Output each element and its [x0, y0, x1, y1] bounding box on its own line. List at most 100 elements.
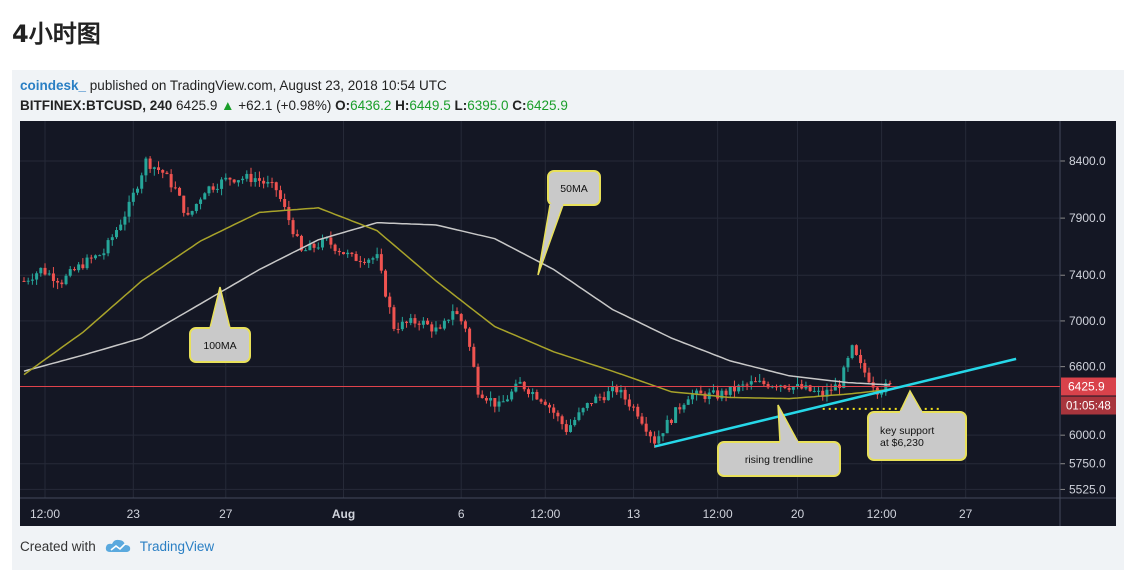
chart-area[interactable]: 8400.0 7900.0 7400.0 7000.0 6600.0 6000.0 5750… [20, 121, 1116, 526]
candle [758, 380, 762, 382]
candle [560, 416, 564, 425]
author-link[interactable]: coindesk_ [20, 78, 87, 93]
candle [119, 224, 123, 231]
x-tick-label: 20 [791, 507, 805, 521]
candle [169, 174, 173, 188]
candle [379, 254, 383, 271]
tradingview-cloud-icon [105, 539, 130, 552]
candle [190, 211, 194, 215]
candle [817, 390, 821, 392]
candle [98, 255, 102, 257]
candle [30, 279, 34, 281]
candle [627, 399, 631, 407]
candle [690, 394, 694, 400]
candle [417, 323, 421, 325]
candle [871, 382, 875, 388]
y-tick-label: 5750.0 [1069, 457, 1106, 471]
low-value: 6395.0 [467, 98, 509, 113]
candle [863, 363, 867, 373]
candle [661, 433, 665, 437]
candle [590, 403, 594, 405]
x-tick-label: 12:00 [530, 507, 560, 521]
page-title: 4小时图 [12, 20, 101, 48]
candle [72, 269, 76, 271]
candle [295, 234, 299, 236]
callout-trendline-pointer [777, 404, 799, 443]
y-tick-label: 7400.0 [1069, 268, 1106, 282]
candle [299, 235, 303, 251]
candle [426, 320, 430, 325]
candle [514, 383, 518, 392]
candle [632, 406, 636, 408]
callout-trendline-text: rising trendline [745, 454, 813, 466]
candle [741, 384, 745, 386]
candle [636, 406, 640, 417]
candle [157, 167, 161, 171]
candle [678, 407, 682, 410]
candle [384, 270, 388, 297]
candle [859, 354, 863, 364]
candle [114, 230, 118, 238]
countdown-badge-text: 01:05:48 [1066, 401, 1111, 413]
candle [501, 401, 505, 403]
candle [64, 275, 68, 285]
candle [884, 383, 888, 393]
candle [791, 386, 795, 390]
candle [581, 408, 585, 413]
candle [85, 257, 89, 269]
candle [518, 381, 522, 384]
callout-100ma: 100MA [189, 286, 251, 363]
countdown-badge [1061, 396, 1116, 415]
candle [594, 396, 598, 404]
x-tick-label: 12:00 [703, 507, 733, 521]
candle [199, 199, 203, 204]
candle [577, 412, 581, 420]
candle [43, 267, 47, 275]
candle [510, 391, 514, 400]
candle [236, 180, 240, 183]
callout-trendline-box [717, 441, 841, 477]
callout-100ma-text: 100MA [203, 340, 236, 352]
candle [745, 384, 749, 386]
footer: Created with TradingView [20, 538, 214, 554]
callout-key-support-text: key support [880, 425, 934, 437]
open-value: 6436.2 [350, 98, 392, 113]
candle [152, 167, 156, 169]
candle [400, 321, 404, 330]
candle [144, 158, 148, 176]
callout-key-support-text: at $6,230 [880, 437, 924, 449]
candle [854, 345, 858, 355]
candle [106, 240, 110, 254]
y-tick-label: 8400.0 [1069, 154, 1106, 168]
candle [203, 193, 207, 200]
candle [695, 390, 699, 395]
callout-key-support-pointer [899, 389, 923, 413]
candle [283, 198, 287, 207]
candle [257, 178, 261, 181]
x-tick-label: 6 [458, 507, 465, 521]
candle [846, 357, 850, 368]
candle [737, 385, 741, 392]
low-label: L: [454, 98, 468, 113]
candle [161, 170, 165, 173]
candle [131, 192, 135, 202]
candle [472, 346, 476, 367]
tradingview-link[interactable]: TradingView [139, 538, 215, 554]
candle [766, 384, 770, 388]
candle [241, 178, 245, 181]
candle [173, 187, 177, 189]
callout-50ma: 50MA [537, 170, 601, 276]
candle [47, 273, 51, 275]
candle [77, 264, 81, 271]
candle [262, 180, 266, 184]
candle [346, 252, 350, 255]
x-tick-label: Aug [332, 507, 355, 521]
y-tick-label: 5525.0 [1069, 482, 1106, 496]
price-chart[interactable]: 8400.0 7900.0 7400.0 7000.0 6600.0 6000.0 5750… [20, 121, 1116, 526]
candle [489, 397, 493, 401]
candle [716, 390, 720, 399]
candle [602, 397, 606, 401]
candle [762, 380, 766, 385]
candle [484, 397, 488, 401]
candle [644, 423, 648, 432]
